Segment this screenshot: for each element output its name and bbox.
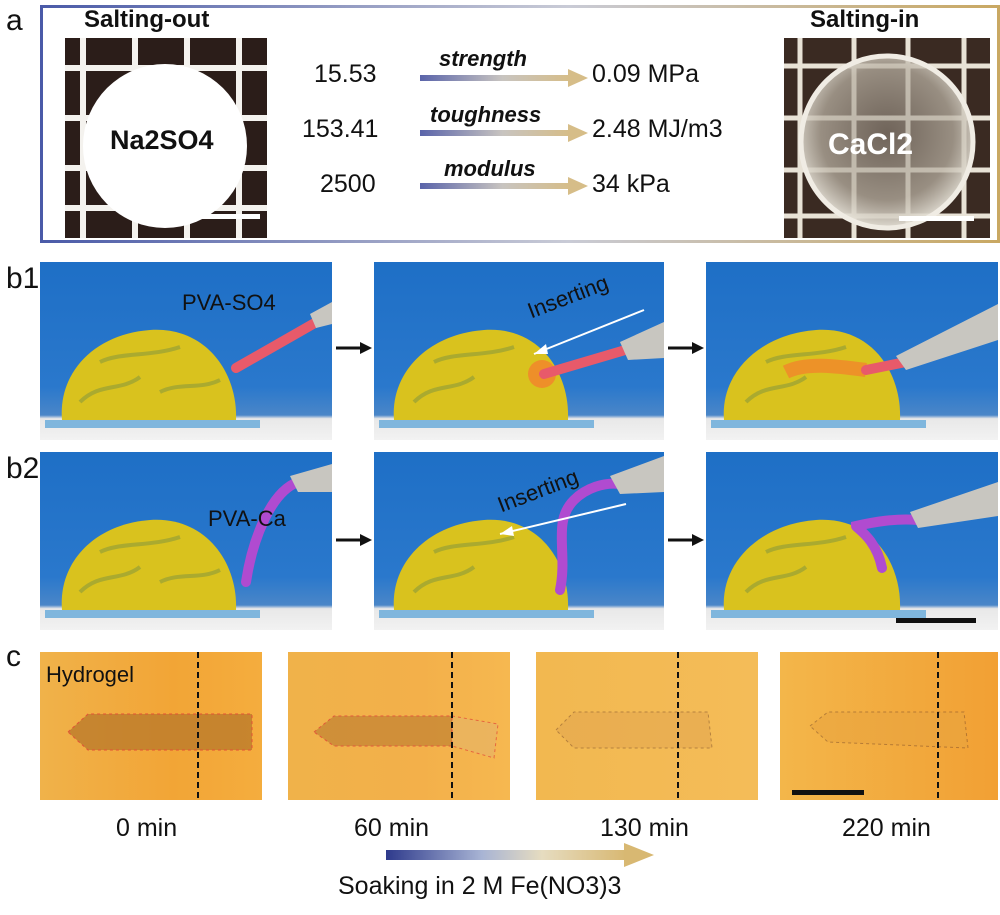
salting-out-photo — [65, 38, 267, 238]
b2-arrow-2 — [668, 534, 704, 546]
modulus-property: modulus — [444, 156, 536, 181]
b2-sample-label: PVA-Ca — [208, 506, 286, 531]
b1-arrow-1 — [336, 342, 372, 354]
toughness-property: toughness — [430, 102, 542, 127]
c-photo-60min — [288, 652, 510, 800]
c-scale-bar — [792, 790, 864, 795]
na2so4-label: Na2SO4 — [110, 125, 214, 155]
arrow-modulus — [420, 177, 588, 195]
strength-from: 15.53 — [314, 60, 377, 88]
toughness-from: 153.41 — [302, 115, 379, 143]
toughness-to: 2.48 MJ/m3 — [592, 115, 723, 143]
modulus-to: 34 kPa — [592, 170, 670, 198]
panel-a-label: a — [6, 4, 23, 37]
cacl2-label: CaCl2 — [828, 128, 914, 161]
strength-property: strength — [439, 46, 527, 71]
b-scale-bar — [896, 618, 976, 623]
modulus-from: 2500 — [320, 170, 376, 198]
strength-to: 0.09 MPa — [592, 60, 700, 88]
soaking-arrow — [386, 843, 654, 867]
panel-c-label: c — [6, 640, 21, 673]
b2-photo-3 — [706, 452, 998, 630]
salting-out-title: Salting-out — [84, 6, 210, 33]
arrow-strength — [420, 69, 588, 87]
panel-b1-label: b1 — [6, 262, 40, 295]
b1-photo-1 — [40, 262, 332, 440]
time-220min: 220 min — [842, 814, 931, 842]
c-photo-220min — [780, 652, 998, 800]
time-130min: 130 min — [600, 814, 689, 842]
b1-photo-3 — [706, 262, 998, 440]
b1-arrow-2 — [668, 342, 704, 354]
salting-in-photo — [784, 38, 990, 238]
property-arrows — [420, 69, 588, 195]
b2-photo-1 — [40, 452, 332, 630]
b1-photo-2 — [374, 262, 664, 440]
b1-sample-label: PVA-SO4 — [182, 290, 276, 315]
time-60min: 60 min — [354, 814, 430, 842]
c-photo-0min — [40, 652, 262, 800]
salting-in-title: Salting-in — [810, 6, 920, 33]
time-0min: 0 min — [116, 814, 178, 842]
b2-arrow-1 — [336, 534, 372, 546]
panel-b2-label: b2 — [6, 452, 40, 485]
arrow-toughness — [420, 124, 588, 142]
hydrogel-label: Hydrogel — [46, 662, 135, 687]
b2-photo-2 — [374, 452, 664, 630]
c-photo-130min — [536, 652, 758, 800]
soaking-caption: Soaking in 2 M Fe(NO3)3 — [338, 872, 622, 900]
